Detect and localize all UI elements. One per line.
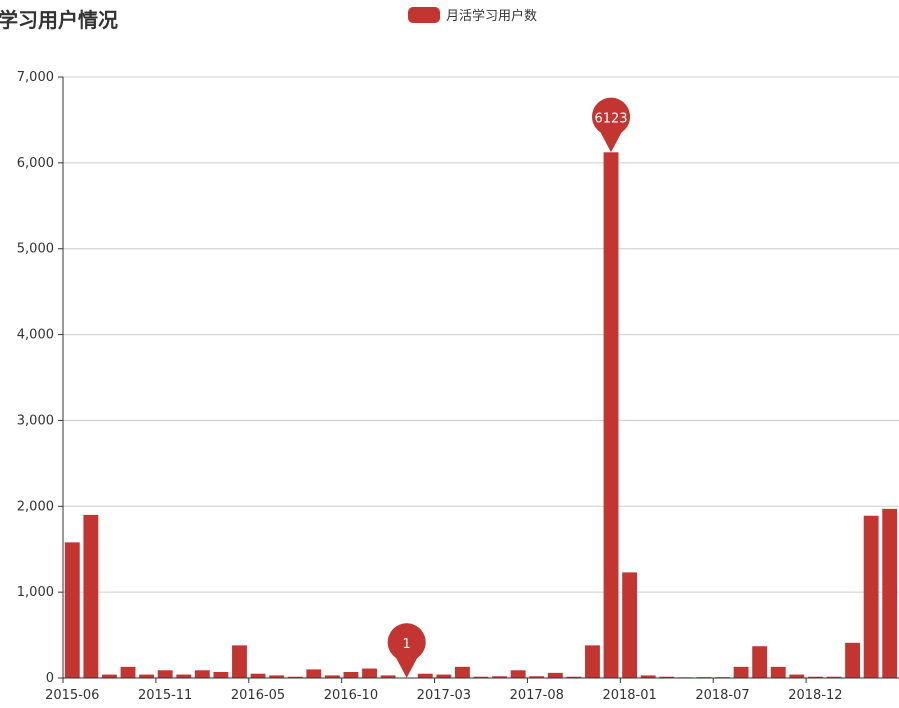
- y-tick-label: 6,000: [17, 156, 54, 171]
- bar[interactable]: [770, 666, 786, 678]
- bar[interactable]: [269, 675, 285, 678]
- bar[interactable]: [845, 642, 860, 678]
- bar[interactable]: [232, 645, 247, 678]
- legend-swatch[interactable]: [408, 7, 440, 23]
- mark-points: 6123 1: [387, 97, 631, 678]
- bar[interactable]: [64, 542, 80, 678]
- pin-label: 6123: [594, 111, 627, 126]
- x-tick-label: 2017-03: [417, 688, 471, 703]
- bar[interactable]: [306, 669, 322, 678]
- bar[interactable]: [622, 572, 638, 678]
- bar[interactable]: [436, 674, 452, 678]
- bar[interactable]: [157, 670, 173, 678]
- bar[interactable]: [287, 676, 303, 678]
- x-tick-label: 2016-10: [324, 688, 378, 703]
- bar[interactable]: [250, 673, 266, 678]
- pin-label: 1: [403, 637, 411, 652]
- legend-label[interactable]: 月活学习用户数: [446, 8, 537, 24]
- bar[interactable]: [659, 676, 675, 678]
- y-tick-label: 2,000: [17, 499, 54, 514]
- bar-series: [64, 152, 898, 679]
- x-tick-label: 2016-05: [231, 688, 285, 703]
- mark-point-pin[interactable]: 6123: [592, 97, 631, 153]
- x-tick-label: 2017-08: [510, 688, 564, 703]
- bar[interactable]: [454, 666, 470, 678]
- bar[interactable]: [640, 675, 656, 678]
- bar[interactable]: [213, 671, 229, 678]
- y-tick-label: 3,000: [17, 413, 54, 428]
- bar[interactable]: [882, 508, 898, 678]
- bar[interactable]: [492, 676, 508, 678]
- bar[interactable]: [863, 515, 879, 678]
- bar[interactable]: [417, 673, 433, 678]
- y-tick-label: 4,000: [17, 328, 54, 343]
- legend[interactable]: 月活学习用户数: [408, 7, 537, 24]
- y-tick-label: 0: [46, 671, 54, 686]
- x-tick-label: 2015-06: [45, 688, 99, 703]
- x-tick-label: 2018-07: [695, 688, 749, 703]
- bar[interactable]: [362, 668, 377, 678]
- bar[interactable]: [83, 514, 99, 678]
- bar[interactable]: [733, 666, 749, 678]
- y-tick-label: 1,000: [17, 585, 54, 600]
- bar[interactable]: [380, 675, 396, 678]
- chart-title: 活学习用户情况: [0, 8, 118, 32]
- y-tick-label: 7,000: [17, 70, 54, 85]
- bar[interactable]: [826, 676, 842, 678]
- bar[interactable]: [547, 672, 563, 678]
- bar[interactable]: [585, 645, 600, 678]
- y-axis: 0 1,000 2,000 3,000 4,000 5,000 6,000 7,000: [17, 70, 64, 686]
- bar[interactable]: [752, 646, 768, 678]
- x-tick-label: 2015-11: [138, 688, 192, 703]
- bar[interactable]: [176, 674, 192, 678]
- bar[interactable]: [194, 670, 210, 678]
- grid: [63, 76, 899, 593]
- bar[interactable]: [529, 676, 545, 678]
- bar[interactable]: [139, 674, 155, 678]
- bar[interactable]: [603, 152, 619, 679]
- bar[interactable]: [324, 675, 340, 678]
- bar[interactable]: [566, 676, 582, 678]
- bar[interactable]: [102, 674, 117, 678]
- bar[interactable]: [473, 676, 489, 678]
- bar[interactable]: [343, 671, 359, 678]
- y-tick-label: 5,000: [17, 242, 54, 257]
- bar[interactable]: [510, 670, 526, 678]
- pin-shape: [592, 97, 631, 153]
- bar[interactable]: [789, 674, 805, 678]
- pin-shape: [387, 623, 426, 678]
- x-axis: 2015-06 2015-11 2016-05 2016-10 2017-03 2017-…: [45, 677, 899, 703]
- mark-point-pin[interactable]: 1: [387, 623, 426, 678]
- x-tick-label: 2018-12: [788, 688, 842, 703]
- x-tick-label: 2018-01: [602, 688, 656, 703]
- bar[interactable]: [807, 676, 823, 678]
- bar[interactable]: [120, 666, 136, 678]
